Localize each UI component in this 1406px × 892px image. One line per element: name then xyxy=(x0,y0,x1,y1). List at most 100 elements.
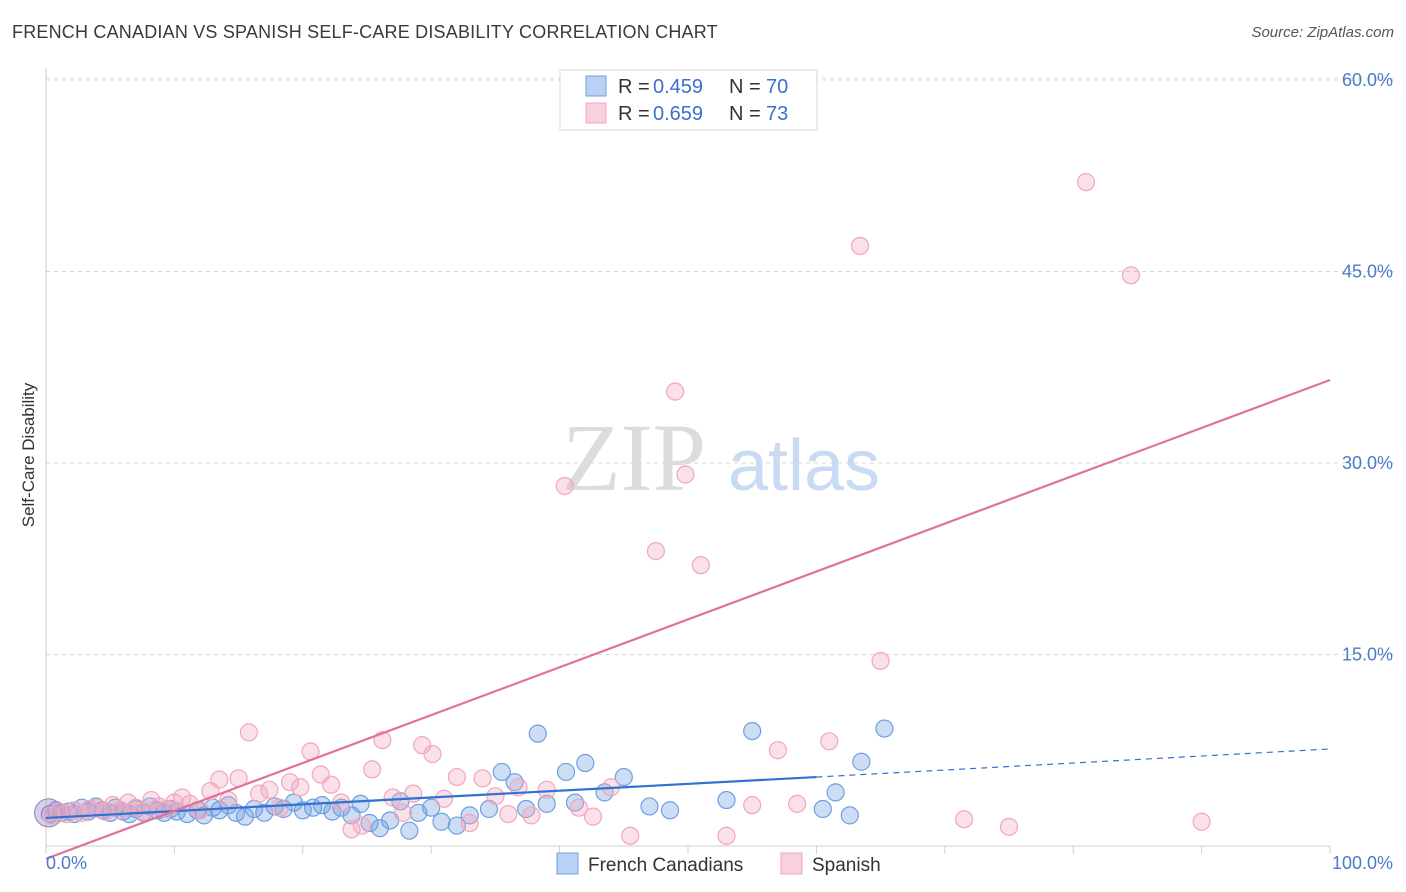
point-french-canadians-51 xyxy=(492,762,511,782)
point-spanish-64 xyxy=(788,794,807,813)
point-spanish-42 xyxy=(423,744,442,764)
legend-r-value-pink: 0.659 xyxy=(653,103,703,125)
bottom-legend-label-pink: Spanish xyxy=(812,855,881,876)
legend-n-value-pink: 73 xyxy=(766,103,788,125)
point-spanish-38 xyxy=(383,788,402,807)
grid xyxy=(46,77,1394,655)
point-spanish-5 xyxy=(80,799,99,819)
point-spanish-56 xyxy=(621,826,640,845)
point-french-canadians-65 xyxy=(813,799,832,819)
point-spanish-57 xyxy=(646,541,666,561)
point-french-canadians-47 xyxy=(432,812,451,831)
point-french-canadians-64 xyxy=(743,721,762,741)
bottom-legend: French Canadians Spanish xyxy=(556,852,881,876)
point-spanish-35 xyxy=(352,816,371,835)
point-spanish-24 xyxy=(239,723,258,742)
watermark-zip: ZIP xyxy=(562,404,706,511)
point-spanish-63 xyxy=(768,741,787,760)
y-tick-label-15: 15.0% xyxy=(1342,645,1393,665)
point-spanish-52 xyxy=(555,476,574,496)
y-tick-label-30: 30.0% xyxy=(1342,453,1393,473)
y-axis-label: Self-Care Disability xyxy=(19,382,38,527)
point-spanish-50 xyxy=(522,806,541,825)
point-spanish-66 xyxy=(850,236,870,256)
legend-n-label-pink: N = xyxy=(729,103,761,125)
point-french-canadians-63 xyxy=(717,790,736,810)
point-spanish-46 xyxy=(473,769,492,788)
point-french-canadians-58 xyxy=(576,753,595,773)
legend-r-label-pink: R = xyxy=(618,103,650,125)
y-tick-label-60: 60.0% xyxy=(1342,70,1393,90)
source-label: Source: ZipAtlas.com xyxy=(1251,24,1394,41)
trend-line-french-canadians-extension xyxy=(816,748,1331,778)
point-spanish-34 xyxy=(342,820,361,839)
bottom-legend-label-blue: French Canadians xyxy=(588,855,743,876)
bottom-legend-swatch-blue xyxy=(556,852,579,875)
point-spanish-67 xyxy=(871,651,890,670)
point-spanish-62 xyxy=(743,796,762,815)
point-french-canadians-44 xyxy=(400,821,419,840)
point-spanish-28 xyxy=(280,773,300,792)
point-spanish-69 xyxy=(999,817,1019,836)
point-spanish-49 xyxy=(509,778,528,797)
point-french-canadians-41 xyxy=(370,819,389,838)
point-spanish-47 xyxy=(486,787,505,806)
point-french-canadians-69 xyxy=(875,719,894,738)
tick-labels: 15.0% 30.0% 45.0% 60.0% 0.0% 100.0% xyxy=(46,70,1393,873)
point-spanish-44 xyxy=(447,767,466,787)
point-spanish-72 xyxy=(1192,812,1211,831)
watermark: ZIP atlas xyxy=(562,404,880,511)
chart-title: FRENCH CANADIAN VS SPANISH SELF-CARE DIS… xyxy=(12,22,718,42)
point-french-canadians-66 xyxy=(826,783,845,802)
point-spanish-54 xyxy=(583,807,603,826)
x-tick-label-100: 100.0% xyxy=(1332,853,1393,873)
watermark-atlas: atlas xyxy=(728,426,880,506)
point-spanish-36 xyxy=(363,760,382,779)
point-french-canadians-54 xyxy=(528,724,547,743)
point-spanish-45 xyxy=(460,813,479,833)
point-spanish-59 xyxy=(676,465,695,484)
point-french-canadians-39 xyxy=(351,794,370,813)
point-spanish-65 xyxy=(820,732,839,751)
point-spanish-43 xyxy=(434,789,454,808)
point-spanish-39 xyxy=(393,803,413,822)
point-spanish-71 xyxy=(1121,266,1141,285)
point-french-canadians-68 xyxy=(852,752,871,771)
point-spanish-18 xyxy=(180,794,199,813)
point-spanish-29 xyxy=(291,778,310,797)
legend: R = 0.459 N = 70 R = 0.659 N = 73 xyxy=(559,69,818,131)
point-spanish-48 xyxy=(499,804,518,824)
point-french-canadians-56 xyxy=(556,762,576,782)
legend-n-label-blue: N = xyxy=(729,76,761,98)
point-french-canadians-46 xyxy=(422,798,441,817)
x-tick-label-0: 0.0% xyxy=(46,853,87,873)
point-spanish-61 xyxy=(717,826,736,845)
point-spanish-60 xyxy=(691,556,710,575)
point-spanish-70 xyxy=(1076,173,1096,192)
point-french-canadians-35 xyxy=(312,796,332,815)
point-spanish-68 xyxy=(954,810,974,829)
point-spanish-51 xyxy=(537,780,556,799)
point-french-canadians-60 xyxy=(614,767,633,787)
point-french-canadians-61 xyxy=(640,797,659,816)
point-french-canadians-67 xyxy=(840,806,859,825)
legend-swatch-blue xyxy=(585,75,607,97)
legend-r-label-blue: R = xyxy=(618,76,650,98)
point-spanish-21 xyxy=(210,770,229,789)
y-tick-label-45: 45.0% xyxy=(1342,262,1393,282)
series-spanish xyxy=(42,173,1211,845)
point-french-canadians-49 xyxy=(460,806,479,825)
legend-n-value-blue: 70 xyxy=(766,76,788,98)
point-spanish-32 xyxy=(321,775,341,794)
legend-r-value-blue: 0.459 xyxy=(653,76,703,98)
point-french-canadians-62 xyxy=(660,801,680,820)
point-spanish-41 xyxy=(413,736,432,755)
point-spanish-26 xyxy=(260,780,279,799)
point-french-canadians-55 xyxy=(537,794,556,813)
point-spanish-27 xyxy=(270,798,289,817)
trend-lines xyxy=(45,378,1331,860)
axes xyxy=(45,68,1331,854)
point-spanish-53 xyxy=(569,798,588,817)
point-spanish-58 xyxy=(666,382,685,401)
